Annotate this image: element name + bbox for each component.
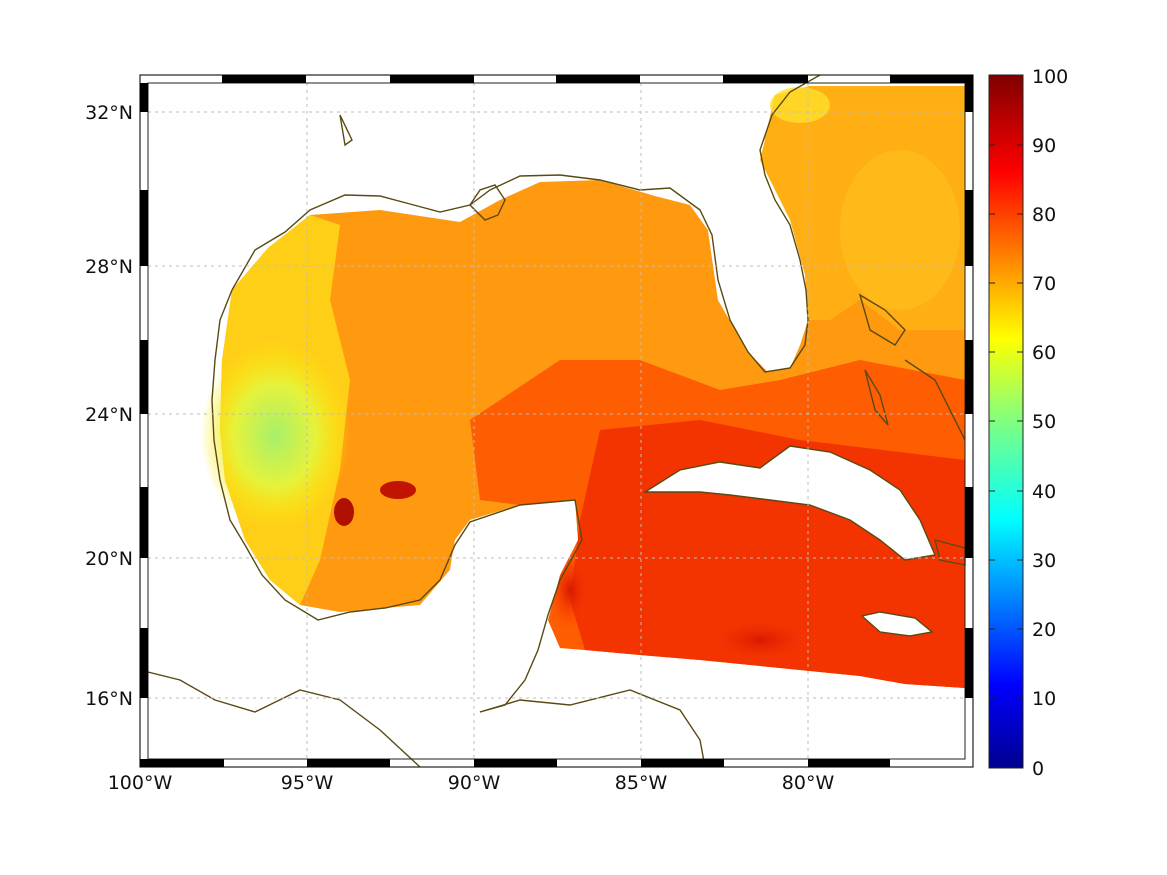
lon-label: 80°W <box>782 772 835 794</box>
colorbar-label: 90 <box>1032 135 1056 157</box>
frame-bottom-seg <box>641 759 724 767</box>
red-patch-cayman <box>700 615 820 665</box>
lat-label: 32°N <box>85 102 133 124</box>
frame-right-seg <box>965 83 973 112</box>
red-spot-west <box>334 498 354 526</box>
data-field <box>200 86 965 688</box>
frame-left-seg <box>140 487 148 558</box>
frame-top-seg <box>890 75 973 83</box>
frame-bottom-seg <box>474 759 557 767</box>
colorbar-ticks <box>989 144 1023 699</box>
colorbar-label: 10 <box>1032 688 1056 710</box>
colorbar-label: 100 <box>1032 66 1068 88</box>
colorbar-label: 60 <box>1032 342 1056 364</box>
frame-top-seg <box>723 75 808 83</box>
latitude-labels: 32°N 28°N 24°N 20°N 16°N <box>85 102 133 710</box>
florida-land <box>690 140 808 372</box>
lat-label: 28°N <box>85 256 133 278</box>
bahamas-coastline <box>858 293 966 441</box>
lon-label: 90°W <box>448 772 501 794</box>
colorbar-label: 30 <box>1032 550 1056 572</box>
lat-label: 16°N <box>85 688 133 710</box>
colorbar-label: 80 <box>1032 204 1056 226</box>
frame-right-seg <box>965 190 973 266</box>
colorbar-label: 20 <box>1032 619 1056 641</box>
red-spot-central <box>380 481 416 499</box>
map-grid <box>148 83 965 760</box>
longitude-labels: 100°W 95°W 90°W 85°W 80°W <box>108 772 835 794</box>
honduras-coast <box>479 689 706 767</box>
frame-bottom-seg <box>307 759 390 767</box>
cuba-coastline <box>642 445 936 561</box>
frame-left-seg <box>140 190 148 266</box>
lon-label: 95°W <box>281 772 334 794</box>
colorbar-label: 50 <box>1032 411 1056 433</box>
frame-bottom-seg <box>808 759 890 767</box>
great-lakes-island <box>339 114 353 147</box>
frame-top-seg <box>556 75 640 83</box>
west-green-patch <box>200 340 350 530</box>
colorbar-label: 40 <box>1032 481 1056 503</box>
lat-label: 20°N <box>85 548 133 570</box>
frame-top-seg <box>390 75 474 83</box>
mexico-west-coastline <box>211 289 583 713</box>
frame-right-seg <box>965 340 973 414</box>
land <box>245 140 935 767</box>
cuba-land <box>645 446 935 560</box>
central-america-coast <box>140 669 421 767</box>
jamaica-coastline <box>860 611 934 637</box>
yellow-patch-carolina <box>770 87 830 123</box>
coastlines <box>140 75 966 767</box>
colorbar-label: 0 <box>1032 758 1044 780</box>
frame-bottom-seg <box>140 759 224 767</box>
lon-label: 85°W <box>615 772 668 794</box>
colorbar-label: 70 <box>1032 273 1056 295</box>
frame-top-seg <box>222 75 306 83</box>
yucatan-land <box>245 500 578 767</box>
frame-right-seg <box>965 487 973 558</box>
lat-label: 24°N <box>85 404 133 426</box>
gulf-coastline <box>231 75 821 373</box>
frame-left-seg <box>140 340 148 414</box>
lon-label: 100°W <box>108 772 173 794</box>
frame-right-seg <box>965 628 973 698</box>
frame-left-seg <box>140 628 148 698</box>
frame-left-seg <box>140 83 148 112</box>
colorbar: 100 90 80 70 60 50 40 30 20 10 0 <box>988 66 1068 780</box>
map-frame <box>139 74 974 768</box>
mississippi-delta <box>469 184 506 221</box>
orange-patch-east <box>840 150 960 310</box>
